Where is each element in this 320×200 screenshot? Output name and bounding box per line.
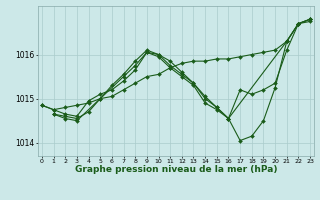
X-axis label: Graphe pression niveau de la mer (hPa): Graphe pression niveau de la mer (hPa) (75, 165, 277, 174)
